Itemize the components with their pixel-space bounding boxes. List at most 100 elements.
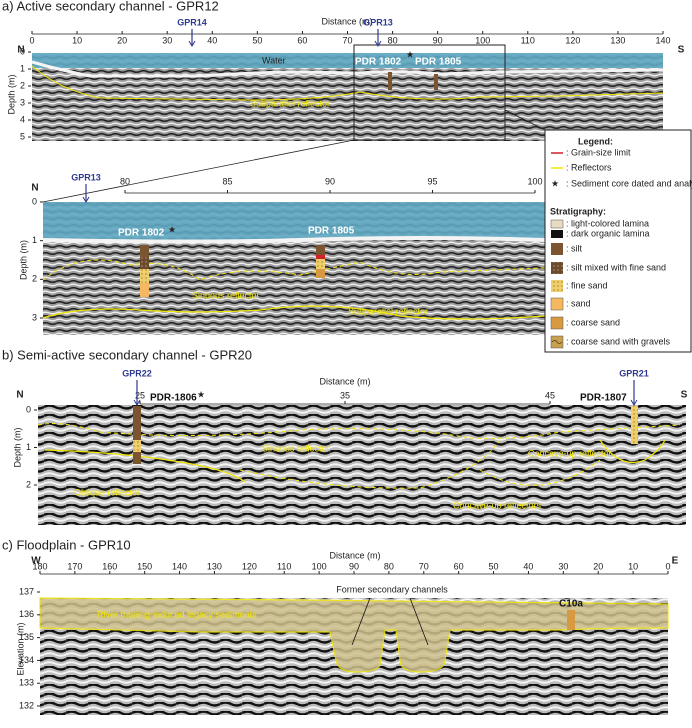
water — [43, 202, 545, 240]
x-tick-label: 30 — [558, 561, 568, 571]
y-axis-label: Depth (m) — [18, 240, 28, 280]
reflector — [42, 305, 546, 320]
y-tick-label: 1 — [20, 63, 25, 73]
star: ★ — [406, 49, 414, 59]
y-tick-label: 134 — [19, 655, 34, 665]
profile-label: GPR14 — [177, 17, 207, 27]
x-axis-label: Distance (m) — [321, 16, 372, 26]
y-tick-label: 1 — [32, 235, 37, 245]
y-axis-label: Depth (m) — [6, 74, 16, 114]
legend-entry: : coarse sand — [566, 317, 620, 327]
reflector — [42, 259, 546, 281]
y-tick-label: 132 — [19, 700, 34, 710]
x-tick-label: 50 — [252, 35, 262, 45]
y-tick-label: 5 — [20, 131, 25, 141]
star: ★ — [168, 224, 176, 234]
direction: N — [31, 183, 38, 194]
y-tick-label: 133 — [19, 678, 34, 688]
core — [133, 406, 141, 464]
core-label: PDR 1802 — [118, 228, 165, 239]
legend: Legend: ★ Stratigraphy: — [544, 129, 692, 353]
x-tick-label: 160 — [102, 561, 117, 571]
x-tick-label: 90 — [349, 561, 359, 571]
x-tick-label: 60 — [297, 35, 307, 45]
arrow-head — [188, 40, 196, 47]
legend-entry: : Grain-size limit — [566, 147, 631, 157]
svg-text:★: ★ — [197, 389, 205, 399]
y-tick-label: 3 — [20, 97, 25, 107]
zoom-box — [353, 44, 506, 141]
x-tick-label: 10 — [72, 35, 82, 45]
x-tick-label: 70 — [342, 35, 352, 45]
x-tick-label: 85 — [222, 176, 232, 186]
reflector — [44, 449, 246, 483]
panel-title: a) Active secondary channel - GPR12 — [2, 0, 219, 13]
x-tick-label: 110 — [521, 35, 535, 45]
x-tick-label: 90 — [325, 176, 335, 186]
channels-label: Former secondary channels — [336, 584, 448, 594]
legend-entry: : dark organic lamina — [566, 228, 650, 238]
y-tick-label: 4 — [20, 114, 25, 124]
x-axis-label: Distance (m) — [329, 550, 380, 560]
water — [32, 53, 663, 68]
x-tick-label: 35 — [340, 390, 350, 400]
x-axis-label: Distance (m) — [319, 376, 370, 386]
reflector — [31, 65, 664, 101]
y-tick-label: 2 — [32, 274, 37, 284]
y-tick-label: 3 — [32, 312, 37, 322]
reflector-label: Concave-up reflectors — [453, 500, 542, 510]
svg-text:★: ★ — [551, 178, 559, 188]
reflector-label: Subparallel reflector — [250, 98, 330, 108]
x-tick-label: 45 — [545, 390, 555, 400]
core-label: PDR-1806 — [150, 393, 197, 404]
x-tick-label: 100 — [475, 35, 490, 45]
legend-entry: : Sediment core dated and analysed — [566, 178, 692, 188]
panel-title: c) Floodplain - GPR10 — [2, 537, 131, 552]
direction: W — [31, 556, 41, 567]
arrow-head — [133, 399, 141, 406]
x-tick-label: 70 — [419, 561, 429, 571]
y-tick-label: 0 — [26, 404, 31, 414]
legend-entry: : light-colored lamina — [566, 218, 649, 228]
radargram — [38, 405, 686, 525]
x-tick-label: 130 — [207, 561, 222, 571]
x-tick-label: 20 — [117, 35, 127, 45]
core-label: PDR 1805 — [415, 57, 462, 68]
core — [140, 245, 325, 297]
direction: N — [17, 45, 24, 56]
legend-title: Stratigraphy: — [550, 206, 606, 216]
legend-title: Legend: — [578, 136, 613, 146]
profile-label: GPR21 — [619, 368, 649, 378]
y-tick-label: 135 — [19, 632, 34, 642]
y-tick-label: 137 — [19, 586, 34, 596]
x-tick-label: 100 — [312, 561, 327, 571]
x-tick-label: 25 — [135, 390, 145, 400]
x-tick-label: 0 — [665, 561, 670, 571]
legend-entry: : silt — [566, 243, 583, 253]
x-tick-label: 130 — [610, 35, 625, 45]
legend-entry: : coarse sand with gravels — [566, 336, 671, 346]
legend-entry: : silt mixed with fine sand — [566, 262, 666, 272]
reflector-label: Sinuous reflector — [262, 443, 330, 453]
x-tick-label: 110 — [277, 561, 291, 571]
y-axis-label: Depth (m) — [12, 427, 22, 467]
x-tick-label: 10 — [628, 561, 638, 571]
core-label: PDR 1805 — [308, 226, 355, 237]
profile-label: GPR22 — [122, 368, 152, 378]
y-tick-label: 2 — [20, 80, 25, 90]
direction: N — [16, 390, 23, 401]
arrow-head — [630, 399, 638, 406]
core-label: PDR-1807 — [580, 393, 627, 404]
direction: S — [681, 390, 688, 401]
x-tick-label: 100 — [527, 176, 542, 186]
reflector-label: Sinuous reflector — [192, 290, 260, 300]
x-tick-label: 60 — [454, 561, 464, 571]
profile-label: GPR13 — [71, 172, 101, 182]
legend-entry: : Reflectors — [566, 162, 612, 172]
arrow-head — [82, 196, 90, 203]
x-tick-label: 80 — [384, 561, 394, 571]
x-tick-label: 0 — [29, 35, 34, 45]
x-tick-label: 80 — [120, 176, 130, 186]
y-tick-label: 0 — [32, 196, 37, 206]
legend-entry: : sand — [566, 298, 591, 308]
